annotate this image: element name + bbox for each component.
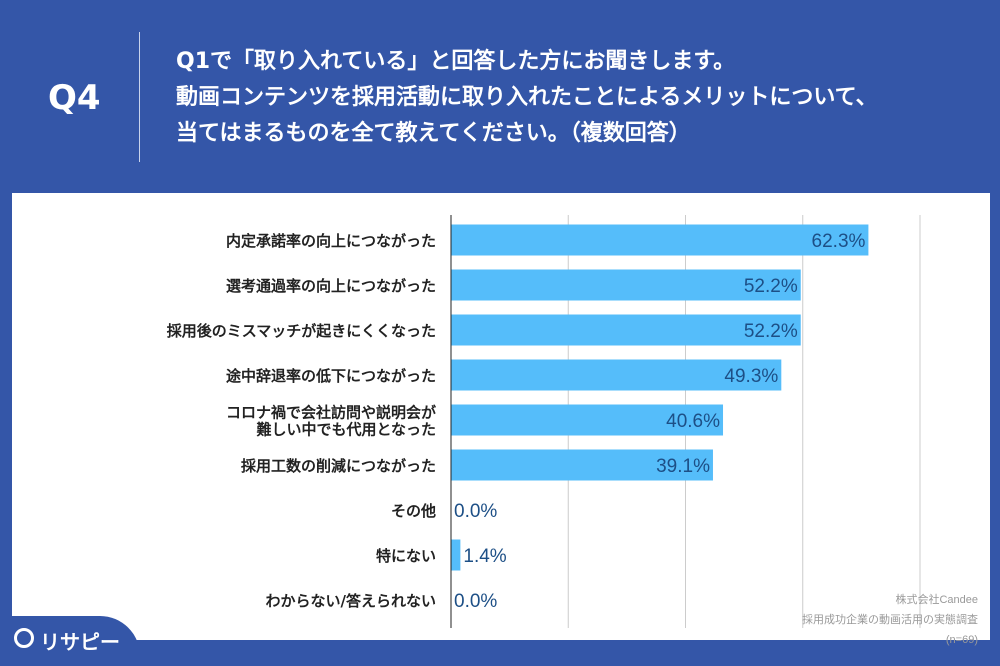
category-label: わからない/答えられない — [266, 592, 436, 610]
category-label: 途中辞退率の低下につながった — [226, 367, 436, 385]
logo-text: リサピー — [40, 630, 120, 654]
data-label: 1.4% — [463, 546, 506, 567]
data-label: 49.3% — [724, 366, 778, 387]
question-line: 当てはまるものを全て教えてください。（複数回答） — [176, 121, 691, 146]
question-line: 動画コンテンツを採用活動に取り入れたことによるメリットについて、 — [176, 85, 878, 110]
source-company: 株式会社Candee — [895, 594, 978, 606]
bar — [451, 224, 869, 256]
question-line: Q1で「取り入れている」と回答した方にお聞きします。 — [176, 49, 736, 74]
data-label: 39.1% — [656, 456, 710, 477]
source-note: 株式会社Candee 採用成功企業の動画活用の実態調査 (n=69) — [802, 590, 978, 650]
logo: リサピー — [0, 616, 140, 666]
source-survey: 採用成功企業の動画活用の実態調査 — [802, 614, 978, 626]
category-label: 特にない — [376, 547, 436, 565]
category-label: 内定承諾率の向上につながった — [226, 232, 436, 250]
question-number: Q4 — [48, 78, 101, 118]
bar — [451, 359, 782, 391]
data-label: 0.0% — [454, 591, 497, 612]
data-label: 52.2% — [744, 321, 798, 342]
category-label: 採用工数の削減につながった — [241, 457, 436, 475]
sample-size: (n=69) — [945, 634, 978, 646]
bar — [451, 404, 724, 436]
bar — [451, 314, 801, 346]
data-label: 62.3% — [812, 231, 866, 252]
bar — [451, 539, 461, 571]
data-label: 52.2% — [744, 276, 798, 297]
category-label: コロナ禍で会社訪問や説明会が — [226, 404, 437, 422]
data-label: 40.6% — [666, 411, 720, 432]
pin-icon — [14, 628, 34, 648]
question-text: Q1で「取り入れている」と回答した方にお聞きします。 動画コンテンツを採用活動に… — [176, 44, 878, 152]
category-label: 採用後のミスマッチが起きにくくなった — [167, 322, 436, 340]
bar — [451, 269, 801, 301]
category-label: 難しい中でも代用となった — [256, 421, 436, 439]
bar — [451, 449, 713, 481]
header-divider — [139, 32, 140, 162]
data-label: 0.0% — [454, 501, 497, 522]
category-label: 選考通過率の向上につながった — [226, 277, 436, 295]
category-label: その他 — [391, 502, 436, 520]
